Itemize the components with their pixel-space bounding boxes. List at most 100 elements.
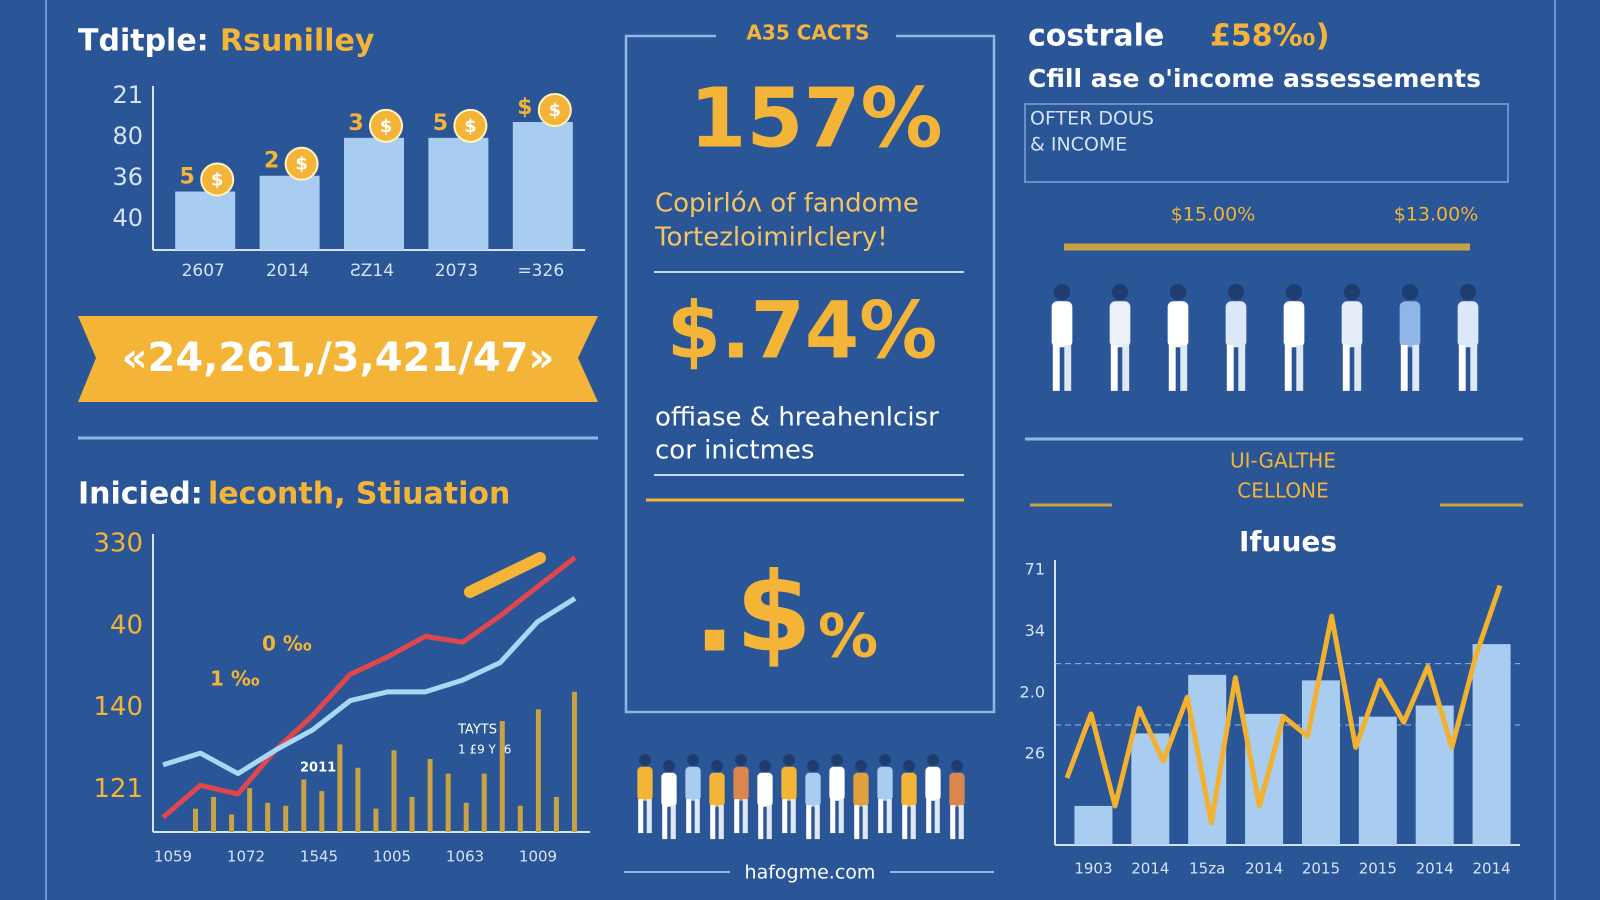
person-leg [1412,344,1420,391]
annotation: 1 £9 Y /6 [458,743,511,757]
x-label: 1545 [300,848,338,866]
coin [284,146,319,181]
bar [1301,680,1340,845]
person-leg [1458,344,1466,391]
person-leg [670,805,676,840]
person-leg [1226,344,1234,391]
y-label: 140 [93,692,143,722]
person-body [757,772,773,807]
bar [517,805,523,832]
person-body [1341,301,1363,348]
bar [337,744,343,832]
bar [409,796,415,832]
person-body [1109,301,1131,348]
bar [259,175,320,250]
person-body [709,772,725,807]
bar [1131,733,1170,845]
person-body [901,772,917,807]
y-label: 71 [1025,560,1045,579]
y-label: 34 [1025,621,1045,640]
stat: % [818,602,878,672]
person-head [879,754,891,766]
x-label: 2015 [1359,860,1397,878]
person-leg [742,799,748,834]
person-head [1285,283,1303,301]
person-leg [1470,344,1478,391]
y-label: 330 [93,529,143,559]
coin-symbol: $ [380,116,393,137]
person-body [949,772,965,807]
stat-text: Tortezloimirlclery! [654,223,888,253]
x-label: 1059 [154,848,192,866]
x-label: 1063 [446,848,484,866]
person-body [1167,301,1189,348]
label: $13.00% [1394,204,1479,226]
header: A35 CACTS [746,21,869,45]
person-head [831,754,843,766]
person-leg [1064,344,1072,391]
person-leg [902,805,908,840]
bar [344,137,404,250]
person-head [1111,283,1129,301]
person-leg [686,799,692,834]
person-head [783,754,795,766]
person-body [661,772,677,807]
title: Tditple: [78,24,209,59]
person-leg [1052,344,1060,391]
person-body [925,766,941,801]
bar-label: 5 [433,111,448,136]
bar-label: 3 [348,111,363,136]
person-leg [958,805,964,840]
coin [200,162,235,197]
person-leg [1342,344,1350,391]
person-body [781,766,797,801]
person-head [663,760,675,772]
footer-bg [730,860,890,884]
stat: .$ [694,548,812,676]
title: costrale [1028,19,1164,54]
bar [499,721,505,832]
coin-symbol: $ [549,100,562,121]
person-body [829,766,845,801]
header-bg [716,22,896,48]
person-head [639,754,651,766]
coin-symbol: $ [464,116,477,137]
person-leg [806,805,812,840]
person-head [807,760,819,772]
person-leg [934,799,940,834]
person-head [759,760,771,772]
y-label: 40 [112,204,143,232]
coin [537,93,572,128]
bar [571,691,577,832]
annotation: TAYTS [457,723,497,738]
annotation: 1 ‰ [210,667,260,691]
person-leg [766,805,772,840]
person-body [1225,301,1247,348]
person-leg [886,799,892,834]
person-leg [1180,344,1188,391]
stat-text: cor inictmes [655,436,814,466]
x-label: 2014 [266,261,309,281]
line [161,555,577,820]
bar [265,802,271,832]
x-label: 15za [1189,860,1225,878]
stat: 157% [689,71,942,166]
y-label: 121 [93,774,143,804]
coin [453,108,488,143]
person-leg [1296,344,1304,391]
x-label: 1072 [227,848,265,866]
person-leg [910,805,916,840]
section: UI-GALTHE [1230,449,1336,473]
person-leg [790,799,796,834]
person-body [685,766,701,801]
person-leg [1238,344,1246,391]
x-label: 1009 [519,848,557,866]
chart-title: Ifuues [1239,525,1337,558]
person-leg [758,805,764,840]
stat-text: Copirlóᴧ of fandome [655,189,919,219]
box-text: & INCOME [1030,134,1127,156]
person-head [903,760,915,772]
bar [391,750,397,832]
person-leg [1122,344,1130,391]
